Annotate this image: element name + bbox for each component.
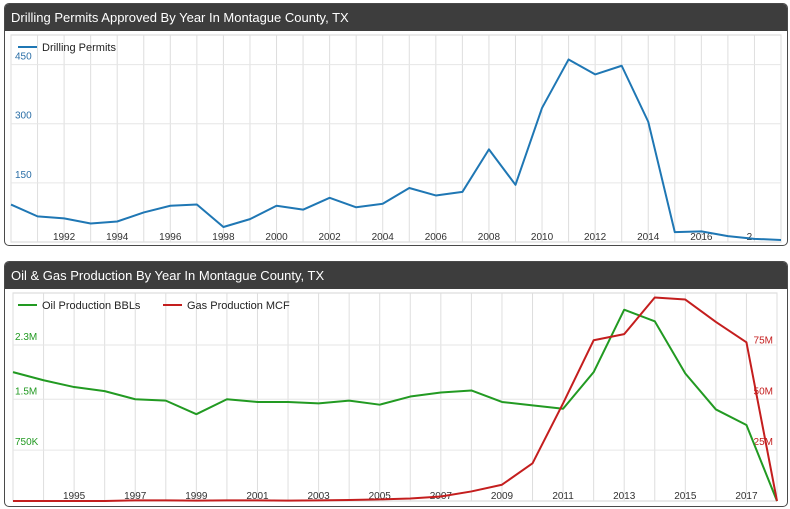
drilling-permits-panel: Drilling Permits Approved By Year In Mon…: [4, 3, 788, 246]
x-tick-label: 2013: [613, 491, 636, 502]
x-tick-label: 1994: [106, 232, 129, 243]
drilling-permits-line: [10, 58, 782, 242]
y-left-tick-label: 750K: [15, 437, 39, 448]
x-tick-label: 2002: [318, 232, 341, 243]
legend-label-oil-production: Oil Production BBLs: [42, 300, 141, 312]
x-tick-label: 1998: [212, 232, 235, 243]
x-tick-label: 1995: [63, 491, 86, 502]
y-right-tick-label: 25M: [754, 437, 773, 448]
x-tick-label: 2005: [369, 491, 392, 502]
x-tick-label: 2017: [735, 491, 758, 502]
plot-area: [10, 34, 782, 243]
drilling-permits-title: Drilling Permits Approved By Year In Mon…: [5, 4, 787, 31]
legend-label-drilling-permits: Drilling Permits: [42, 42, 116, 54]
y-tick-label: 150: [15, 170, 32, 181]
x-tick-label: 2004: [372, 232, 395, 243]
x-tick-label: 2016: [690, 232, 713, 243]
x-tick-label: 1999: [185, 491, 208, 502]
drilling-permits-chart: 150 300 450 1992 1994 1996 1998 2000 2002 2004 200…: [10, 34, 782, 243]
x-tick-label: 2014: [637, 232, 660, 243]
oil-gas-production-title: Oil & Gas Production By Year In Montague…: [5, 262, 787, 289]
y-right-tick-label: 75M: [754, 335, 773, 346]
x-tick-label: 1997: [124, 491, 147, 502]
x-tick-label: 1992: [53, 232, 76, 243]
x-tick-label: 2…: [747, 232, 763, 243]
x-tick-label: 2000: [265, 232, 288, 243]
x-tick-label: 2011: [552, 491, 574, 502]
y-tick-label: 300: [15, 111, 32, 122]
y-left-tick-label: 2.3M: [15, 332, 37, 343]
oil-gas-production-panel: Oil & Gas Production By Year In Montague…: [4, 261, 788, 507]
x-tick-label: 2001: [246, 491, 269, 502]
oil-gas-production-chart: 750K 1.5M 2.3M 25M 50M 75M 1995 1997 1999 2001 200…: [12, 292, 778, 502]
oil-production-line: [12, 308, 778, 502]
y-tick-label: 450: [15, 52, 32, 63]
x-tick-label: 1996: [159, 232, 182, 243]
x-tick-label: 2003: [307, 491, 330, 502]
y-left-tick-label: 1.5M: [15, 386, 37, 397]
legend-label-gas-production: Gas Production MCF: [187, 300, 290, 312]
x-tick-label: 2010: [531, 232, 554, 243]
x-tick-label: 2006: [425, 232, 448, 243]
gas-production-line: [13, 296, 778, 502]
y-right-tick-label: 50M: [754, 386, 773, 397]
x-tick-label: 2008: [478, 232, 501, 243]
x-tick-label: 2009: [491, 491, 514, 502]
x-tick-label: 2012: [584, 232, 607, 243]
x-tick-label: 2015: [674, 491, 697, 502]
